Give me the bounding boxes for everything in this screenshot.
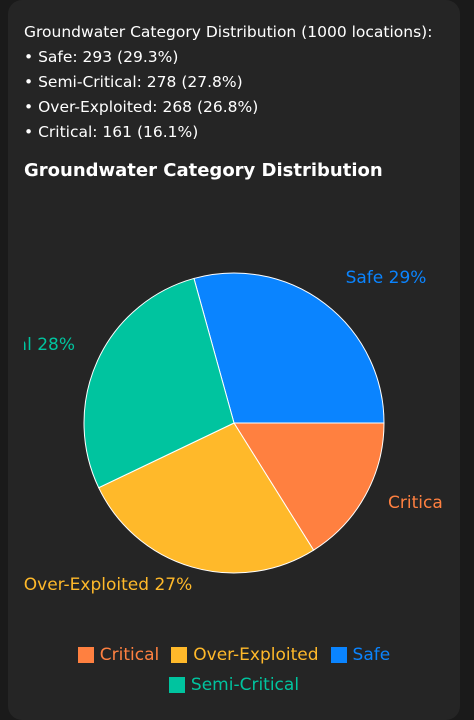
legend-swatch xyxy=(168,677,185,693)
legend-swatch xyxy=(77,647,94,663)
legend-label: Semi-Critical xyxy=(190,675,300,695)
summary-line-safe: • Safe: 293 (29.3%) xyxy=(24,48,179,66)
legend-label: Critical xyxy=(99,645,160,665)
summary-line-semi-critical: • Semi-Critical: 278 (27.8%) xyxy=(24,73,243,91)
summary-block: Groundwater Category Distribution (1000 … xyxy=(24,20,432,145)
pie-slice-over-exploited[interactable] xyxy=(98,422,315,574)
pie-slice-safe[interactable] xyxy=(193,272,385,424)
pie-slice-critical[interactable] xyxy=(233,422,385,551)
legend-label: Over-Exploited xyxy=(193,645,319,665)
legend-item-semi-critical[interactable]: Semi-Critical xyxy=(168,670,300,700)
legend-item-critical[interactable]: Critical xyxy=(77,640,160,670)
pie-label-critical: Critical xyxy=(388,493,447,513)
legend-item-over-exploited[interactable]: Over-Exploited xyxy=(171,640,319,670)
chart-title: Groundwater Category Distribution xyxy=(24,160,383,181)
chart-card: Groundwater Category Distribution (1000 … xyxy=(8,0,460,720)
chart-legend: Critical Over-Exploited Safe Semi-Critical xyxy=(8,640,460,700)
legend-swatch xyxy=(330,647,347,663)
summary-heading: Groundwater Category Distribution (1000 … xyxy=(24,23,433,41)
legend-item-safe[interactable]: Safe xyxy=(330,640,391,670)
pie-chart: Safe 29% Critical Over-Exploited 27% Semi-C… xyxy=(8,268,447,595)
pie-slice-semi-critical[interactable] xyxy=(83,277,235,489)
legend-label: Safe xyxy=(352,645,391,665)
summary-line-over-exploited: • Over-Exploited: 268 (26.8%) xyxy=(24,98,259,116)
pie-label-safe: Safe 29% xyxy=(346,268,427,288)
summary-line-critical: • Critical: 161 (16.1%) xyxy=(24,123,199,141)
legend-swatch xyxy=(171,647,188,663)
pie-label-over-exploited: Over-Exploited 27% xyxy=(24,575,192,595)
pie-label-semi-critical: Semi-Critical 28% xyxy=(8,335,75,355)
